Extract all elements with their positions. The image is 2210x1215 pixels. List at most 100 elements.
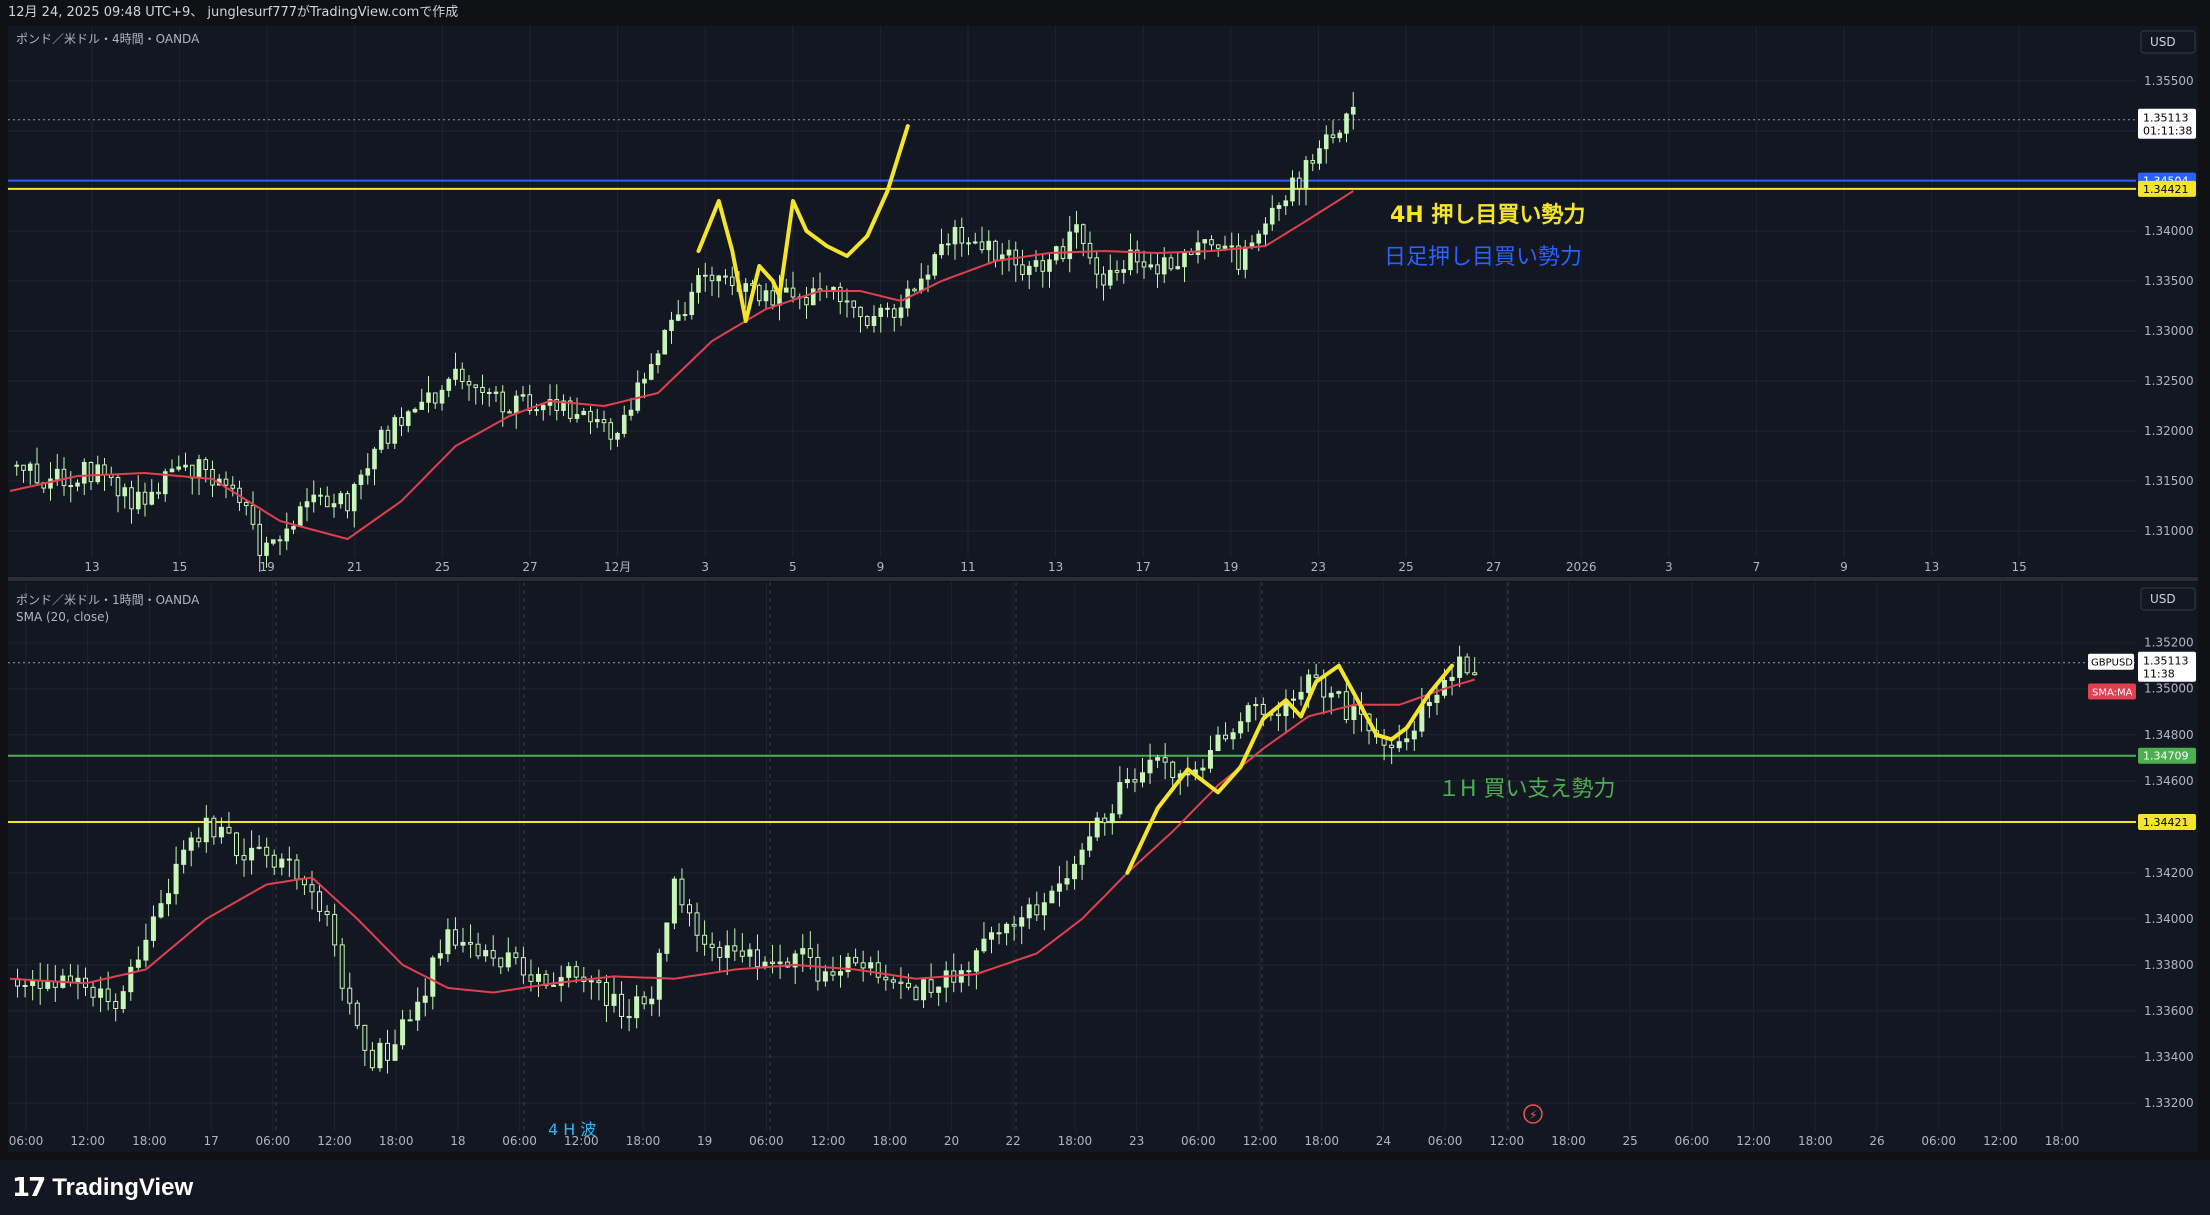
- x-tick-label: 25: [1398, 560, 1413, 574]
- candle-body: [1026, 904, 1032, 919]
- annotation-4h-support: 4H 押し目買い勢力: [1390, 202, 1585, 228]
- candle-body: [709, 943, 715, 948]
- pane-1h-indicator-label[interactable]: SMA (20, close): [16, 610, 109, 624]
- x-tick-label: 23: [1129, 1134, 1144, 1148]
- candle-body: [520, 957, 526, 976]
- candle-body: [1223, 734, 1229, 740]
- candle-body: [445, 929, 451, 955]
- candle-body: [324, 495, 330, 508]
- chart-canvas[interactable]: 1.35500 1.35000 1.34000 1.33500 1.33000 1.325…: [0, 26, 2210, 1160]
- candle-body: [831, 286, 836, 291]
- candle-body: [1449, 676, 1455, 681]
- y-tick-label: 1.31000: [2144, 524, 2194, 538]
- x-tick-label: 18:00: [1058, 1134, 1093, 1148]
- lightning-icon[interactable]: [1523, 1104, 1543, 1124]
- candle-body: [75, 482, 80, 487]
- candle-body: [14, 464, 20, 467]
- last-price-label: 1.35113: [2143, 112, 2189, 125]
- candle-body: [1020, 264, 1025, 275]
- x-tick-label: 06:00: [1428, 1134, 1463, 1148]
- x-tick-label: 22: [1006, 1134, 1021, 1148]
- price-level-tag: [2138, 180, 2196, 197]
- candle-body: [540, 404, 546, 411]
- candle-body: [437, 953, 443, 959]
- x-tick-label: 26: [1869, 1134, 1884, 1148]
- candle-body: [1389, 744, 1395, 749]
- x-tick-label: 06:00: [1675, 1134, 1710, 1148]
- x-tick-label: 18:00: [2045, 1134, 2080, 1148]
- candle-body: [173, 863, 179, 895]
- candle-body: [286, 858, 292, 861]
- x-tick-label: 12:00: [1736, 1134, 1771, 1148]
- candle-body: [1238, 721, 1244, 734]
- tradingview-logo-text[interactable]: TradingView: [52, 1173, 194, 1201]
- candle-body: [1207, 750, 1213, 769]
- x-tick-label: 3: [1665, 560, 1673, 574]
- pane-1h[interactable]: 1.35200 1.35000 1.34800 1.34600 1.34200 1.340…: [8, 582, 2198, 1152]
- candle-body: [211, 817, 217, 838]
- tradingview-logo-icon[interactable]: 17: [12, 1172, 46, 1203]
- candle-body: [150, 916, 156, 941]
- y-tick-label: 1.32500: [2144, 374, 2194, 388]
- candle-body: [1155, 264, 1160, 275]
- candle-body: [986, 240, 992, 251]
- candle-body: [122, 487, 128, 497]
- candle-body: [1202, 239, 1208, 244]
- candle-body: [473, 384, 479, 388]
- pane-1h-title: ポンド／米ドル・1時間・OANDA: [16, 593, 200, 607]
- candle-body: [318, 494, 323, 497]
- pane-1h-currency-label: USD: [2150, 592, 2176, 606]
- candle-body: [972, 241, 978, 244]
- candle-body: [439, 389, 445, 404]
- x-tick-label: 20: [944, 1134, 959, 1148]
- candle-body: [567, 400, 573, 419]
- candle-body: [1148, 264, 1154, 268]
- x-tick-label: 24: [1376, 1134, 1391, 1148]
- pane-4h-currency-button[interactable]: [2140, 30, 2196, 54]
- annotation-daily-support: 日足押し目買い勢力: [1384, 245, 1582, 270]
- candle-body: [885, 307, 890, 310]
- candle-body: [603, 982, 609, 1006]
- x-tick-label: 12:00: [70, 1134, 105, 1148]
- candle-body: [301, 878, 307, 886]
- candle-body: [317, 891, 323, 912]
- candle-body: [581, 410, 587, 416]
- candle-body: [588, 410, 593, 423]
- candle-body: [648, 364, 654, 380]
- last-price-tag: [2138, 108, 2196, 139]
- candle-body: [696, 275, 701, 293]
- candle-body: [1396, 741, 1402, 749]
- y-tick-label: 1.31500: [2144, 474, 2194, 488]
- candle-body: [294, 859, 300, 880]
- y-tick-label: 1.35500: [2144, 74, 2194, 88]
- candle-body: [777, 961, 783, 965]
- candle-body: [1404, 738, 1410, 743]
- candle-body: [634, 996, 640, 1019]
- candle-body: [669, 319, 674, 331]
- pane-divider[interactable]: [8, 577, 2198, 581]
- candle-body: [1411, 730, 1417, 740]
- candle-body: [347, 987, 353, 1004]
- drawn-trend-path[interactable]: [696, 124, 910, 323]
- candle-body: [1074, 224, 1079, 233]
- candle-body: [1040, 260, 1046, 272]
- candle-body: [483, 950, 489, 957]
- drawn-trend-path[interactable]: [1125, 663, 1454, 875]
- candle-body: [1317, 148, 1322, 164]
- pane-1h-currency-button[interactable]: [2140, 587, 2196, 611]
- candle-body: [500, 391, 506, 413]
- countdown-label: 01:11:38: [2143, 125, 2192, 138]
- candle-body: [1080, 224, 1086, 244]
- x-tick-label: 19: [260, 560, 275, 574]
- symbol-label: GBPUSD: [2091, 658, 2133, 669]
- candle-body: [493, 391, 499, 394]
- candle-body: [446, 378, 452, 391]
- candle-body: [1336, 691, 1342, 694]
- price-level-label: 1.34421: [2143, 816, 2189, 829]
- x-tick-label: 17: [203, 1134, 218, 1148]
- candle-body: [966, 242, 971, 245]
- candle-body: [102, 464, 107, 476]
- pane-4h[interactable]: 1.355001.350001.340001.335001.330001.325…: [8, 26, 2198, 576]
- x-tick-label: 12:00: [1243, 1134, 1278, 1148]
- x-tick-label: 27: [1486, 560, 1501, 574]
